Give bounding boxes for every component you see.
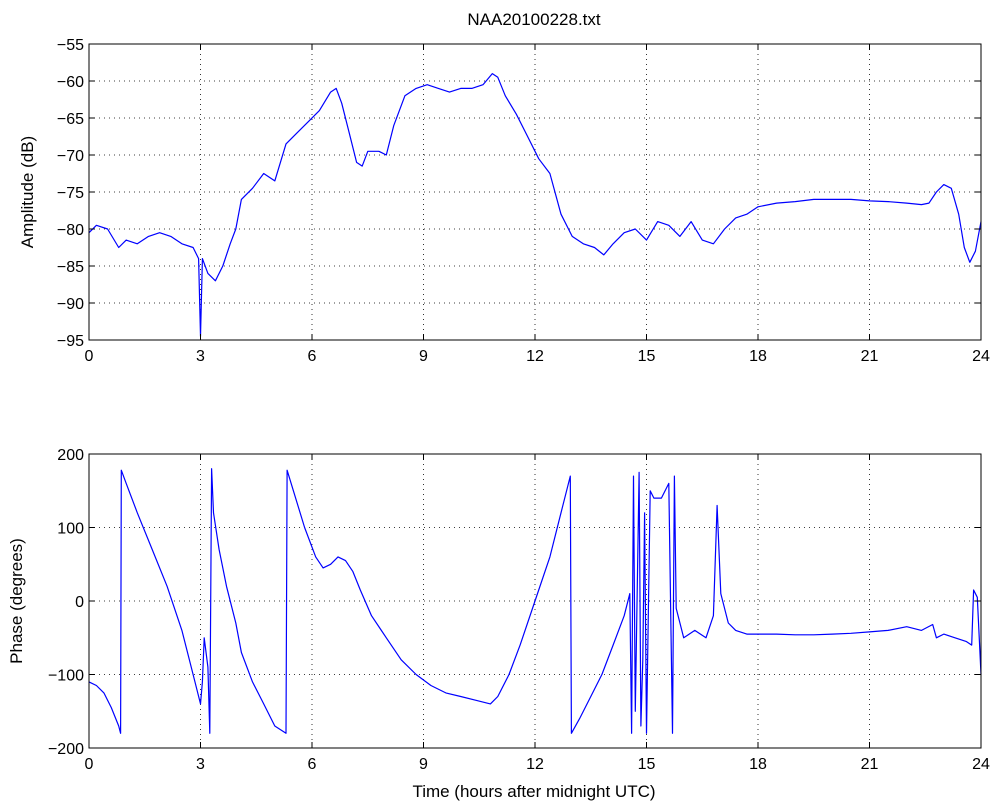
amplitude-ytick-label: −75 xyxy=(57,185,84,202)
phase-chart: 0 3 6 9 12 15 18 21 24 200 100 0 −100 −200 Phase (deg… xyxy=(7,447,990,801)
amplitude-xtick-label: 0 xyxy=(85,348,94,365)
amplitude-ytick-label: −60 xyxy=(57,74,84,91)
amplitude-xtick-label: 15 xyxy=(638,348,656,365)
phase-xtick-label: 15 xyxy=(638,756,656,773)
amplitude-ytick-label: −55 xyxy=(57,37,84,54)
phase-xtick-label: 21 xyxy=(861,756,879,773)
amplitude-ytick-label: −90 xyxy=(57,296,84,313)
phase-ytick-label: 0 xyxy=(75,594,84,611)
phase-xtick-label: 12 xyxy=(526,756,544,773)
amplitude-grid xyxy=(89,44,981,340)
amplitude-ylabel: Amplitude (dB) xyxy=(18,136,37,248)
amplitude-series-line xyxy=(88,73,982,337)
phase-ytick-label: 100 xyxy=(57,521,84,538)
amplitude-xtick-label: 18 xyxy=(749,348,767,365)
phase-xtick-label: 24 xyxy=(972,756,990,773)
amplitude-ytick-label: −70 xyxy=(57,148,84,165)
amplitude-xtick-label: 21 xyxy=(861,348,879,365)
chart-title: NAA20100228.txt xyxy=(467,10,601,29)
phase-series-line xyxy=(88,468,982,734)
amplitude-ytick-label: −65 xyxy=(57,111,84,128)
phase-xtick-label: 0 xyxy=(85,756,94,773)
phase-xtick-label: 6 xyxy=(308,756,317,773)
amplitude-ytick-label: −80 xyxy=(57,222,84,239)
amplitude-ticks: 0 3 6 9 12 15 18 21 24 −55 −60 −65 −70 −75 −80 −85 −90 −9… xyxy=(57,37,990,365)
phase-xlabel: Time (hours after midnight UTC) xyxy=(412,782,655,801)
amplitude-xtick-label: 12 xyxy=(526,348,544,365)
phase-xtick-label: 3 xyxy=(196,756,205,773)
phase-ytick-label: 200 xyxy=(57,447,84,464)
phase-ytick-label: −200 xyxy=(48,741,84,758)
phase-xtick-label: 9 xyxy=(419,756,428,773)
phase-xtick-label: 18 xyxy=(749,756,767,773)
amplitude-ytick-label: −95 xyxy=(57,333,84,350)
phase-ticks: 0 3 6 9 12 15 18 21 24 200 100 0 −100 −200 xyxy=(48,447,990,773)
phase-ytick-label: −100 xyxy=(48,668,84,685)
amplitude-xtick-label: 6 xyxy=(308,348,317,365)
amplitude-chart: NAA20100228.txt 0 3 6 9 12 15 18 21 24 −55 −60 −65 −… xyxy=(18,10,990,365)
amplitude-xtick-label: 3 xyxy=(196,348,205,365)
amplitude-xtick-label: 24 xyxy=(972,348,990,365)
amplitude-ytick-label: −85 xyxy=(57,259,84,276)
amplitude-xtick-label: 9 xyxy=(419,348,428,365)
phase-ylabel: Phase (degrees) xyxy=(7,538,26,664)
